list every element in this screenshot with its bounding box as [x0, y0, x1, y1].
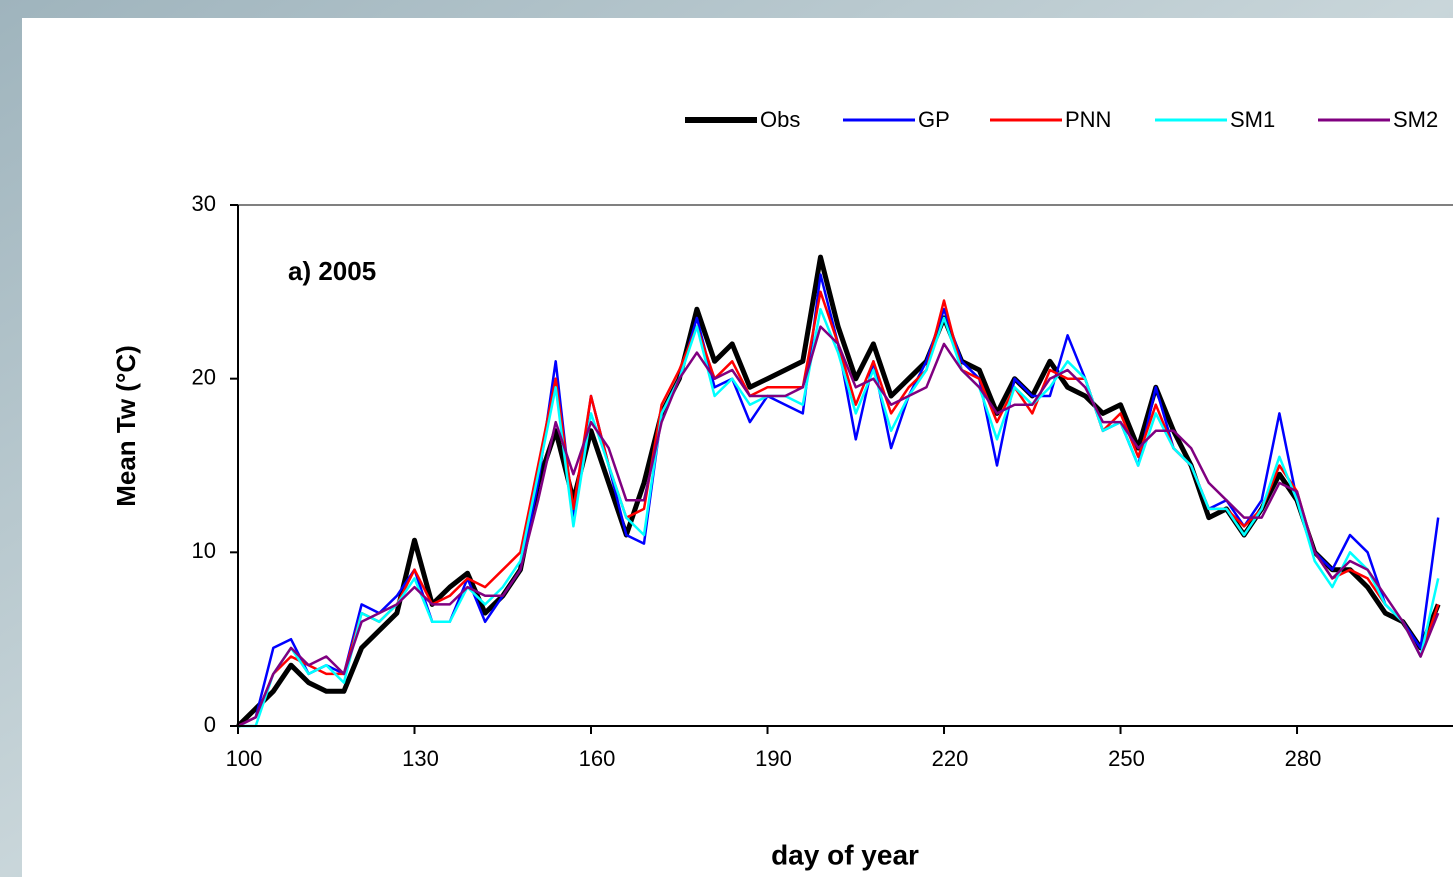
chart: a) 2005 day of year Mean Tw (°C) 0 10 20 30…: [0, 0, 1453, 877]
x-tick-label: 190: [755, 746, 792, 771]
x-axis-label: day of year: [771, 839, 919, 870]
x-tick-label: 160: [579, 746, 616, 771]
x-tick-label: 130: [402, 746, 439, 771]
y-tick-label: 30: [192, 191, 216, 216]
x-tick-label: 100: [226, 746, 263, 771]
legend-label: SM1: [1230, 107, 1275, 132]
legend-label: GP: [918, 107, 950, 132]
legend-label: Obs: [760, 107, 800, 132]
annotation: a) 2005: [288, 256, 376, 286]
y-tick-label: 20: [192, 364, 216, 389]
x-tick-label: 250: [1108, 746, 1145, 771]
x-tick-label: 280: [1285, 746, 1322, 771]
legend-label: PNN: [1065, 107, 1111, 132]
page: {"chart_data": {"type": "line", "annotat…: [0, 0, 1453, 877]
y-tick-label: 10: [192, 538, 216, 563]
x-tick-label: 220: [932, 746, 969, 771]
y-tick-label: 0: [204, 712, 216, 737]
y-axis-label: Mean Tw (°C): [111, 345, 141, 507]
legend-label: SM2: [1393, 107, 1438, 132]
